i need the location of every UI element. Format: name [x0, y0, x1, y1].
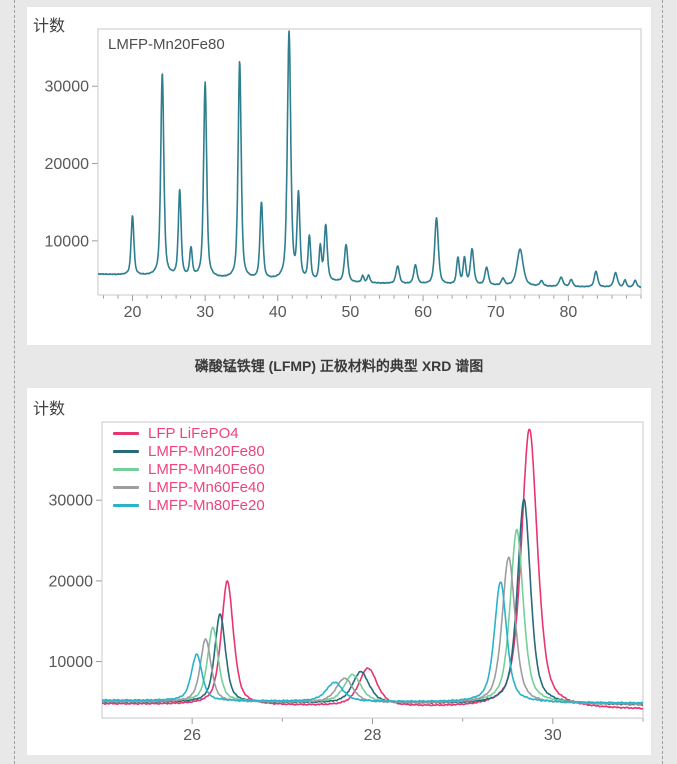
x-tick-label: 50 — [342, 304, 360, 321]
series-line-LMFP-Mn80Fe20[interactable] — [102, 581, 643, 705]
legend-item-mn20fe80[interactable]: LMFP-Mn20Fe80 — [113, 442, 265, 460]
y-axis-title: 计数 — [33, 18, 66, 35]
legend-swatch — [113, 503, 139, 507]
legend-label: LFP LiFePO4 — [148, 424, 239, 442]
plot-frame — [101, 421, 644, 719]
y-axis-title: 计数 — [33, 401, 66, 418]
x-tick-label: 80 — [559, 304, 577, 321]
x-tick-label: 30 — [196, 304, 214, 321]
y-tick-label: 10000 — [49, 654, 94, 671]
selection-marquee-left — [14, 0, 15, 764]
xrd-full-pattern-panel: 计数 20 30 40 50 60 70 80 10000 20000 30000 LMFP-Mn… — [27, 7, 651, 345]
legend-label: LMFP-Mn20Fe80 — [148, 442, 265, 460]
selection-marquee-right — [662, 0, 663, 764]
xrd-zoom-panel: 计数 26 28 30 10000 20000 30000 LFP LiFePO4 LMF… — [27, 388, 651, 755]
legend-swatch — [113, 449, 139, 453]
y-tick-label: 20000 — [45, 156, 90, 173]
legend: LFP LiFePO4 LMFP-Mn20Fe80 LMFP-Mn40Fe60 … — [113, 424, 265, 514]
series-annotation: LMFP-Mn20Fe80 — [108, 36, 225, 53]
legend-item-mn40fe60[interactable]: LMFP-Mn40Fe60 — [113, 460, 265, 478]
series-line-LMFP-Mn20Fe80[interactable] — [102, 498, 643, 706]
figure-caption: 磷酸锰铁锂 (LFMP) 正极材料的典型 XRD 谱图 — [194, 358, 484, 374]
x-tick-label: 20 — [124, 304, 142, 321]
y-tick-label: 10000 — [45, 233, 90, 250]
y-tick-label: 20000 — [49, 573, 94, 590]
x-tick-label: 30 — [544, 727, 562, 744]
xrd-full-pattern-plot[interactable]: 20 30 40 50 60 70 80 10000 20000 30000 — [27, 7, 651, 345]
plot-frame — [97, 28, 642, 296]
x-tick-label: 28 — [364, 727, 382, 744]
xrd-zoom-plot[interactable]: 26 28 30 10000 20000 30000 — [27, 388, 651, 755]
legend-swatch — [113, 431, 139, 435]
legend-item-mn80fe20[interactable]: LMFP-Mn80Fe20 — [113, 496, 265, 514]
legend-swatch — [113, 485, 139, 489]
legend-label: LMFP-Mn40Fe60 — [148, 460, 265, 478]
series-line-LMFP-Mn20Fe80[interactable] — [98, 30, 641, 289]
x-tick-label: 26 — [183, 727, 201, 744]
y-tick-label: 30000 — [49, 493, 94, 510]
legend-item-mn60fe40[interactable]: LMFP-Mn60Fe40 — [113, 478, 265, 496]
legend-label: LMFP-Mn80Fe20 — [148, 496, 265, 514]
series-line-LFP LiFePO4[interactable] — [102, 428, 643, 710]
series-line-LMFP-Mn40Fe60[interactable] — [102, 528, 643, 705]
legend-item-lfp[interactable]: LFP LiFePO4 — [113, 424, 265, 442]
y-tick-label: 30000 — [45, 79, 90, 96]
series-line-LMFP-Mn60Fe40[interactable] — [102, 556, 643, 706]
legend-label: LMFP-Mn60Fe40 — [148, 478, 265, 496]
x-tick-label: 40 — [269, 304, 287, 321]
legend-swatch — [113, 467, 139, 471]
x-tick-label: 70 — [487, 304, 505, 321]
x-tick-label: 60 — [414, 304, 432, 321]
